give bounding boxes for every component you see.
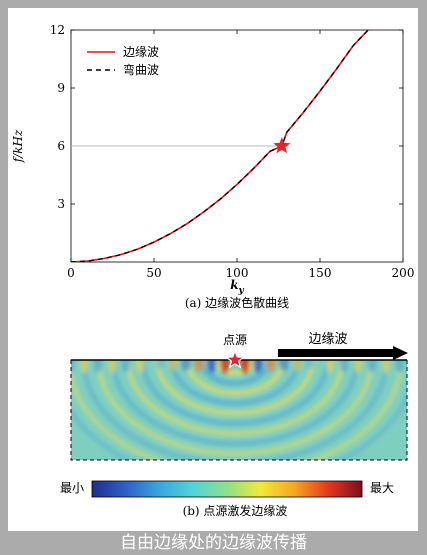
x-tick-label: 200: [392, 266, 415, 280]
edge-wave-crest: [155, 360, 165, 370]
edge-wave-crest: [253, 360, 263, 374]
edge-wave-crest: [80, 360, 88, 373]
figure-panel: 0 50 100 150 200 3 6 9 12 边缘波 弯曲波 f/kHz ky (a) 边…: [8, 8, 418, 531]
wave-ring: [125, 360, 345, 436]
x-tick-label: 100: [226, 266, 249, 280]
edge-wave-crest: [240, 360, 250, 374]
y-tick-label: 12: [50, 23, 65, 37]
star-marker: [273, 137, 291, 154]
edge-wave-crest: [38, 353, 46, 373]
y-tick-label: 6: [57, 139, 65, 153]
figure-caption: 自由边缘处的边缘波传播: [120, 533, 307, 553]
legend-label: 弯曲波: [123, 62, 159, 77]
x-tick-label: 0: [67, 266, 75, 280]
edge-wave-crest: [396, 360, 404, 373]
colorbar-max-label: 最大: [370, 481, 394, 495]
edge-wave-crest: [382, 360, 390, 373]
arrow-label: 边缘波: [308, 332, 347, 347]
edge-wave-crest: [168, 360, 178, 371]
edge-wave-crest: [194, 360, 204, 373]
edge-wave-crest: [410, 353, 418, 373]
edge-wave-crest: [207, 360, 217, 374]
colorbar: [91, 480, 363, 498]
edge-wave-crest: [122, 360, 130, 373]
legend-label: 边缘波: [123, 45, 159, 59]
wave-ring: [198, 360, 272, 386]
edge-wave-crest: [71, 360, 74, 373]
panel-a-caption: (a) 边缘波色散曲线: [185, 295, 289, 310]
edge-wave-crest: [354, 360, 362, 373]
wave-ring: [96, 360, 374, 457]
edge-wave-crest: [181, 360, 191, 372]
x-tick-label: 150: [309, 266, 332, 280]
wave-field: [38, 353, 418, 460]
colorbar-min-label: 最小: [60, 481, 84, 495]
series-layer: [71, 30, 369, 262]
propagation-arrow: [278, 346, 408, 360]
wave-ring: [169, 360, 301, 406]
y-tick-label: 9: [57, 81, 65, 95]
x-tick-label: 50: [146, 266, 161, 280]
edge-wave-crest: [340, 360, 348, 373]
panel-b-caption: (b) 点源激发边缘波: [183, 503, 288, 518]
edge-wave-crest: [94, 360, 102, 373]
source-label: 点源: [223, 333, 247, 347]
edge-wave-crest: [305, 360, 315, 370]
edge-wave-crest: [368, 360, 376, 373]
edge-wave-crest: [52, 353, 60, 373]
wave-field-panel: 点源 边缘波 最小 最大 (b) 点源激发边缘波: [38, 332, 418, 518]
edge-wave-crest: [279, 360, 289, 372]
y-axis-label: f/kHz: [11, 129, 25, 163]
point-source-star: [224, 349, 246, 369]
edge-wave-crest: [220, 360, 230, 374]
wave-ring: [154, 360, 316, 416]
edge-wave-crest: [266, 360, 276, 373]
x-axis-ticks: 0 50 100 150 200: [67, 30, 414, 280]
edge-wave-crest: [292, 360, 302, 371]
series-line-bending-wave: [71, 30, 369, 262]
y-tick-label: 3: [57, 197, 65, 211]
edge-wave-crest: [326, 360, 334, 373]
edge-wave-crest: [136, 360, 144, 373]
annotation-layer: [273, 137, 291, 154]
edge-wave-crest: [108, 360, 116, 373]
x-axis-label: ky: [230, 278, 244, 296]
